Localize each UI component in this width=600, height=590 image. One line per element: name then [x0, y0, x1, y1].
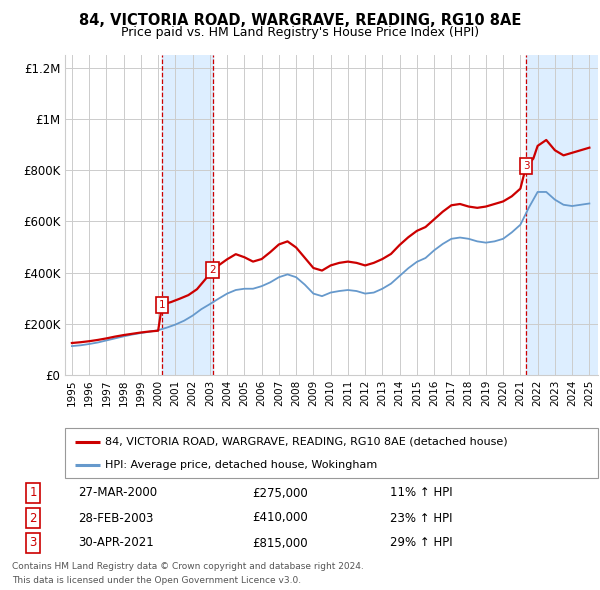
Text: 29% ↑ HPI: 29% ↑ HPI: [390, 536, 452, 549]
Text: £410,000: £410,000: [252, 512, 308, 525]
Text: Contains HM Land Registry data © Crown copyright and database right 2024.: Contains HM Land Registry data © Crown c…: [12, 562, 364, 571]
Text: 84, VICTORIA ROAD, WARGRAVE, READING, RG10 8AE: 84, VICTORIA ROAD, WARGRAVE, READING, RG…: [79, 13, 521, 28]
FancyBboxPatch shape: [65, 428, 598, 478]
Text: 28-FEB-2003: 28-FEB-2003: [78, 512, 154, 525]
Text: Price paid vs. HM Land Registry's House Price Index (HPI): Price paid vs. HM Land Registry's House …: [121, 26, 479, 39]
Bar: [526, 55, 598, 375]
Text: 2: 2: [209, 265, 216, 275]
Text: 3: 3: [523, 161, 529, 171]
Text: HPI: Average price, detached house, Wokingham: HPI: Average price, detached house, Woki…: [105, 460, 377, 470]
Text: 27-MAR-2000: 27-MAR-2000: [78, 487, 157, 500]
Text: £275,000: £275,000: [252, 487, 308, 500]
Text: 23% ↑ HPI: 23% ↑ HPI: [390, 512, 452, 525]
Text: 1: 1: [159, 300, 166, 310]
Text: 1: 1: [29, 487, 37, 500]
Text: 3: 3: [29, 536, 37, 549]
Bar: [162, 55, 212, 375]
Text: 11% ↑ HPI: 11% ↑ HPI: [390, 487, 452, 500]
Text: This data is licensed under the Open Government Licence v3.0.: This data is licensed under the Open Gov…: [12, 576, 301, 585]
Text: 30-APR-2021: 30-APR-2021: [78, 536, 154, 549]
Text: 84, VICTORIA ROAD, WARGRAVE, READING, RG10 8AE (detached house): 84, VICTORIA ROAD, WARGRAVE, READING, RG…: [105, 437, 508, 447]
Text: £815,000: £815,000: [252, 536, 308, 549]
Text: 2: 2: [29, 512, 37, 525]
